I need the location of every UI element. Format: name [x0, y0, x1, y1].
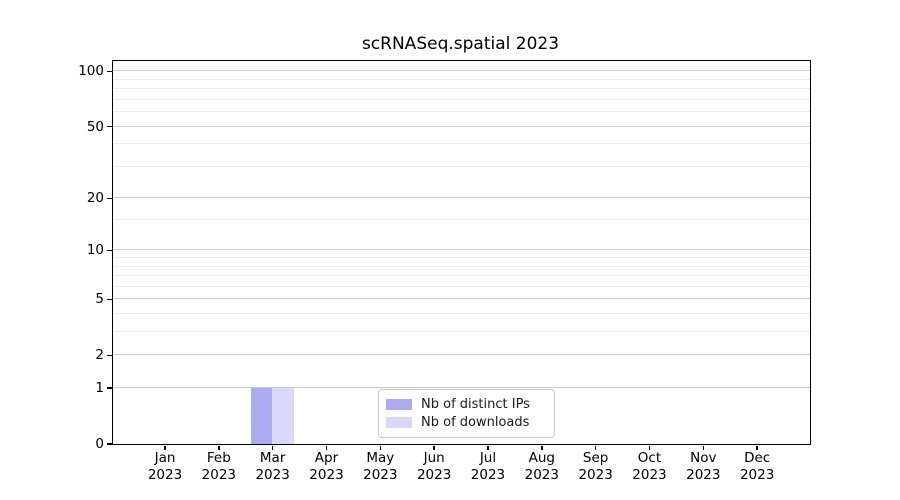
y-tick-mark: [107, 249, 112, 252]
x-tick-mark: [271, 445, 274, 450]
x-tick-year: 2023: [309, 466, 344, 483]
legend-swatch: [386, 399, 412, 410]
legend-entry: Nb of downloads: [386, 414, 546, 431]
x-axis-tick-label: Feb 2023: [187, 450, 251, 483]
x-tick-year: 2023: [632, 466, 667, 483]
x-tick-month: Jul: [479, 450, 497, 466]
x-tick-mark: [541, 445, 543, 450]
gridline-minor: [112, 88, 810, 90]
bar-distinct-ips: [250, 387, 273, 444]
y-tick-mark: [107, 197, 112, 199]
gridline-major: [112, 70, 810, 72]
y-axis-tick-label: 5: [95, 291, 104, 308]
chart-title: scRNASeq.spatial 2023: [361, 34, 560, 54]
gridline-major: [112, 249, 810, 251]
x-tick-month: Nov: [690, 450, 717, 466]
x-tick-mark: [648, 445, 651, 450]
gridline-minor: [112, 275, 810, 277]
x-tick-year: 2023: [255, 466, 290, 483]
y-tick-mark: [107, 443, 112, 445]
y-axis-tick-label: 100: [78, 63, 104, 80]
x-tick-month: Feb: [206, 450, 231, 466]
x-tick-month: Apr: [314, 450, 339, 466]
gridline-major: [112, 197, 810, 199]
legend-swatch: [386, 417, 412, 428]
gridline-minor: [112, 331, 810, 333]
gridline-minor: [112, 143, 810, 145]
x-tick-mark: [702, 445, 705, 450]
y-tick-mark: [107, 125, 112, 128]
gridline-minor: [112, 313, 810, 315]
x-tick-month: Mar: [259, 450, 286, 466]
y-axis-tick-label: 2: [95, 347, 104, 364]
x-tick-mark: [756, 445, 758, 450]
x-tick-month: Aug: [528, 450, 555, 466]
x-tick-year: 2023: [147, 466, 183, 483]
gridline-minor: [112, 111, 810, 113]
x-tick-month: Oct: [637, 450, 662, 466]
x-axis-tick-label: Apr 2023: [294, 450, 358, 483]
x-tick-mark: [487, 445, 489, 450]
gridline-minor: [112, 165, 810, 167]
y-tick-mark: [107, 298, 112, 301]
y-axis-tick-label: 50: [86, 118, 104, 135]
y-axis-tick-label: 20: [86, 190, 104, 207]
legend-label: Nb of distinct IPs: [421, 397, 530, 412]
x-tick-mark: [164, 445, 166, 450]
x-tick-month: Sep: [582, 450, 609, 466]
x-tick-mark: [379, 445, 382, 450]
x-axis-tick-label: Dec 2023: [725, 450, 789, 483]
x-axis-tick-label: Mar 2023: [241, 450, 305, 483]
legend-label: Nb of downloads: [421, 415, 530, 430]
x-tick-month: Dec: [744, 450, 771, 466]
x-tick-year: 2023: [578, 466, 613, 483]
gridline-minor: [112, 265, 810, 267]
x-axis-tick-label: May 2023: [348, 450, 412, 483]
x-tick-mark: [218, 445, 220, 450]
x-axis-tick-label: Jun 2023: [402, 450, 466, 483]
y-axis-tick-label: 10: [86, 242, 104, 259]
gridline-minor: [112, 98, 810, 100]
x-axis-tick-label: Sep 2023: [564, 450, 628, 483]
gridline-major: [112, 298, 810, 300]
x-tick-month: Jan: [154, 450, 176, 466]
gridline-minor: [112, 257, 810, 259]
y-tick-mark: [107, 387, 112, 389]
gridline-major: [112, 387, 810, 389]
x-tick-mark: [325, 445, 328, 450]
plot-area: [111, 59, 811, 445]
x-tick-year: 2023: [201, 466, 236, 483]
x-tick-year: 2023: [739, 466, 775, 483]
x-tick-year: 2023: [524, 466, 559, 483]
x-axis-tick-label: Oct 2023: [617, 450, 681, 483]
gridline-minor: [112, 285, 810, 287]
gridline-major: [112, 354, 810, 356]
y-axis-tick-label: 0: [95, 436, 104, 452]
y-tick-mark: [107, 70, 112, 73]
x-tick-mark: [433, 445, 435, 450]
x-tick-mark: [594, 445, 597, 450]
bar-downloads: [272, 387, 294, 444]
legend: Nb of distinct IPs Nb of downloads: [378, 389, 555, 438]
x-tick-year: 2023: [470, 466, 506, 483]
x-tick-year: 2023: [363, 466, 398, 483]
x-axis-tick-label: Jul 2023: [456, 450, 520, 483]
x-tick-month: May: [366, 450, 395, 466]
x-axis-tick-label: Aug 2023: [510, 450, 574, 483]
y-tick-mark: [107, 354, 112, 357]
gridline-major: [112, 125, 810, 127]
gridline-minor: [112, 219, 810, 221]
x-axis-tick-label: Nov 2023: [671, 450, 735, 483]
x-axis-tick-label: Jan 2023: [133, 450, 197, 483]
x-tick-year: 2023: [416, 466, 452, 483]
gridline-minor: [112, 78, 810, 80]
legend-entry: Nb of distinct IPs: [386, 396, 546, 413]
x-tick-year: 2023: [686, 466, 721, 483]
x-tick-month: Jun: [423, 450, 445, 466]
y-axis-tick-label: 1: [95, 380, 104, 397]
